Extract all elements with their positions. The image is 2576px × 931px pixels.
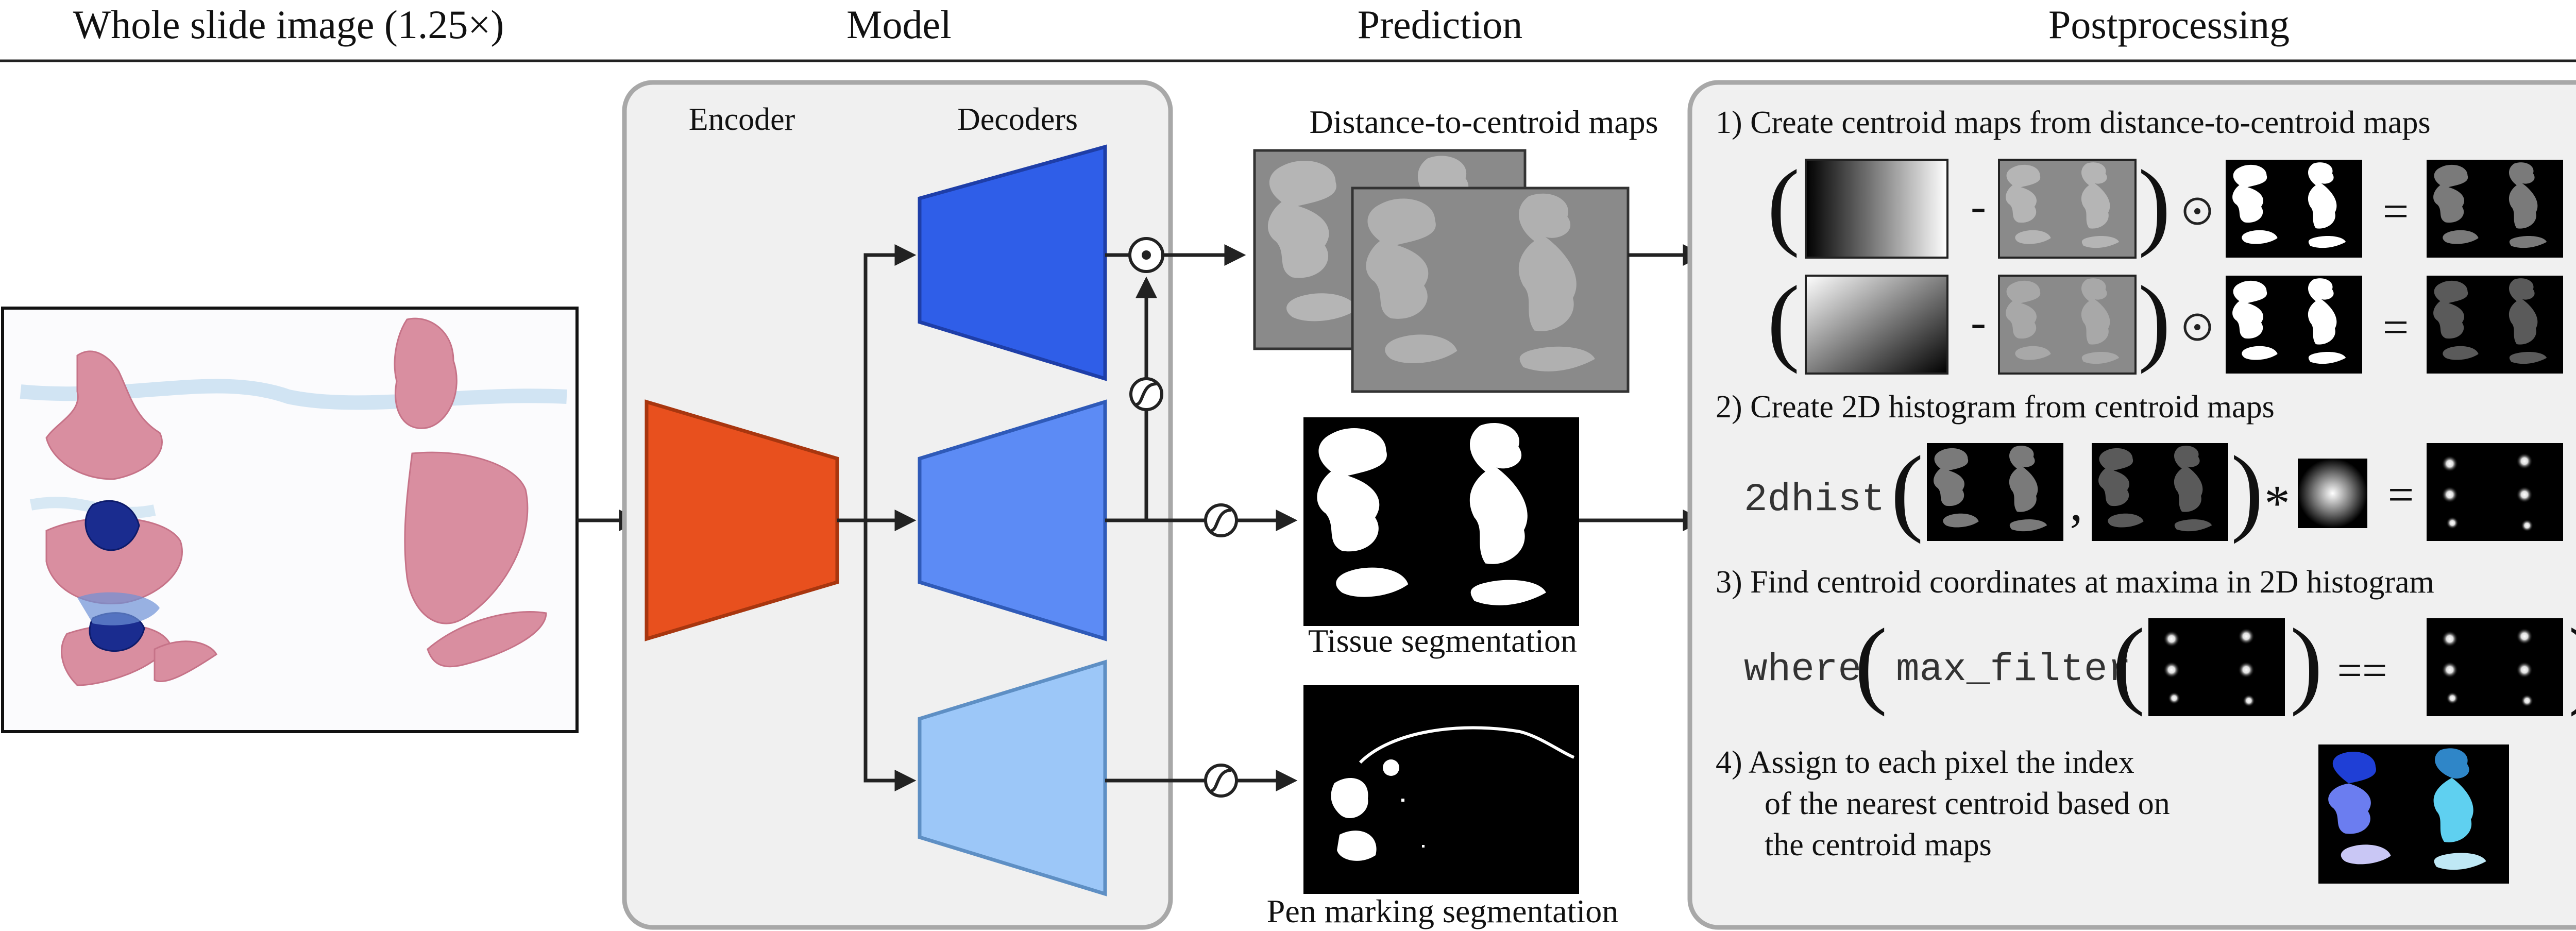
paren-open: ( — [1767, 266, 1800, 375]
tissue-tile — [2226, 160, 2362, 258]
header-model: Model — [846, 2, 952, 47]
arrow-encoder-to-pen — [863, 520, 917, 791]
op-comma: , — [2070, 475, 2083, 532]
op-equals: = — [2383, 302, 2409, 353]
sigmoid-icon — [1129, 377, 1163, 411]
whole-slide-image — [1, 307, 579, 733]
arrow-encoder-to-decoders — [837, 244, 917, 522]
paren-open: ( — [1767, 150, 1800, 259]
decoder-pen — [918, 659, 1107, 896]
step2-text: 2) Create 2D histogram from centroid map… — [1716, 390, 2275, 425]
step4-line2: of the nearest centroid based on — [1765, 786, 2170, 821]
paren-open: ( — [1891, 436, 1923, 545]
func-2dhist: 2dhist — [1744, 478, 1885, 522]
encoder-label: Encoder — [689, 102, 795, 137]
op-eqeq: == — [2337, 646, 2387, 695]
distance-maps-label: Distance-to-centroid maps — [1309, 104, 1658, 140]
op-equals: = — [2388, 469, 2414, 520]
paren-close: ) — [2231, 436, 2263, 545]
paren-close: ) — [2568, 609, 2576, 717]
coord-map-y — [1805, 275, 1948, 375]
histogram-tile — [2427, 443, 2563, 541]
centroid-map-x-small — [1927, 443, 2063, 541]
multiply-icon — [1128, 237, 1164, 273]
pen-seg-label: Pen marking segmentation — [1267, 893, 1619, 929]
centroid-map-y-small — [2092, 443, 2228, 541]
gaussian-kernel — [2298, 459, 2367, 528]
paren-open: ( — [2112, 609, 2145, 717]
func-where: where — [1744, 648, 1861, 692]
header-prediction: Prediction — [1358, 2, 1523, 47]
step1-text: 1) Create centroid maps from distance-to… — [1716, 105, 2431, 140]
decoder-distance — [918, 144, 1107, 381]
tissue-seg-label: Tissue segmentation — [1308, 622, 1577, 659]
paren-close: ) — [2138, 150, 2171, 259]
step3-text: 3) Find centroid coordinates at maxima i… — [1716, 565, 2434, 600]
tissue-tile — [2226, 276, 2362, 374]
centroid-map-x — [2427, 160, 2563, 258]
histogram-tile — [2427, 618, 2563, 716]
step4-line3: the centroid maps — [1765, 827, 1992, 862]
op-star: * — [2264, 475, 2290, 532]
multiply-icon — [2183, 313, 2211, 341]
func-maxfilter: max_filter — [1896, 648, 2131, 692]
op-equals: = — [2383, 186, 2409, 237]
encoder-block — [645, 399, 839, 641]
sigmoid-icon — [1204, 503, 1238, 537]
paren-close: ) — [2138, 266, 2171, 375]
header-postprocessing: Postprocessing — [2048, 2, 2290, 47]
distance-tile-x — [1998, 159, 2137, 259]
decoders-label: Decoders — [957, 102, 1078, 137]
op-minus: - — [1971, 181, 1986, 232]
op-minus: - — [1971, 297, 1986, 348]
step4-line1: 4) Assign to each pixel the index — [1716, 745, 2134, 780]
postprocessing-panel: 1) Create centroid maps from distance-to… — [1687, 80, 2576, 930]
pen-mask — [1303, 685, 1579, 894]
multiply-icon — [2183, 197, 2211, 225]
coord-map-x — [1805, 159, 1948, 259]
model-panel: Encoder Decoders — [622, 80, 1173, 930]
paren-open: ( — [1855, 609, 1887, 717]
distance-tile-y — [1998, 275, 2137, 375]
decoder-tissue — [918, 399, 1107, 641]
paren-close: ) — [2290, 609, 2323, 717]
header-wsi: Whole slide image (1.25×) — [73, 2, 504, 47]
histogram-tile — [2148, 618, 2285, 716]
centroid-map-y — [2427, 276, 2563, 374]
instance-map-tile — [2318, 744, 2509, 884]
tissue-mask — [1303, 417, 1579, 626]
sigmoid-icon — [1204, 764, 1238, 798]
distance-map-front — [1351, 187, 1630, 393]
